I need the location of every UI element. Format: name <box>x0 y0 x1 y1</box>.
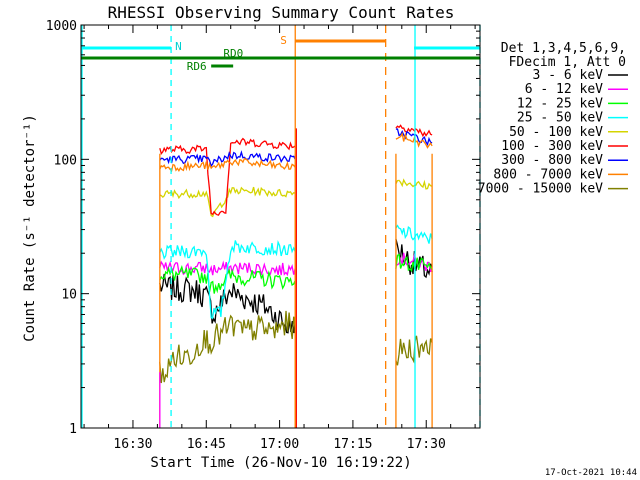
saa-label: S <box>280 34 287 47</box>
series-line <box>159 310 296 384</box>
legend-label: 50 - 100 keV <box>509 125 603 140</box>
rd0-label: RD0 <box>223 47 243 60</box>
series-line <box>159 150 296 168</box>
legend-label: 300 - 800 keV <box>501 153 603 168</box>
y-tick-label: 10 <box>61 288 77 303</box>
x-tick-label: 16:30 <box>113 437 152 452</box>
x-tick-label: 17:30 <box>407 437 446 452</box>
chart-title: RHESSI Observing Summary Count Rates <box>108 3 455 22</box>
legend-label: 6 - 12 keV <box>525 82 603 97</box>
y-tick-label: 100 <box>54 153 77 168</box>
legend-header-line-2: FDecim 1, Att 0 <box>509 55 626 70</box>
y-tick-label: 1000 <box>46 19 77 34</box>
x-tick-label: 17:15 <box>333 437 372 452</box>
series-line <box>395 335 433 366</box>
legend-label: 12 - 25 keV <box>517 96 603 111</box>
y-axis-label: Count Rate (s⁻¹ detector⁻¹) <box>22 114 38 342</box>
legend-label: 7000 - 15000 keV <box>478 182 603 197</box>
series-line <box>395 178 433 190</box>
legend-label: 3 - 6 keV <box>533 68 604 83</box>
series-line <box>395 131 433 149</box>
series-line <box>159 137 296 216</box>
x-tick-label: 16:45 <box>187 437 226 452</box>
series-line <box>159 239 296 319</box>
x-axis-label: Start Time (26-Nov-10 16:19:22) <box>150 455 411 471</box>
y-tick-label: 1 <box>69 422 77 437</box>
series-line <box>159 157 296 173</box>
plot-frame <box>80 24 481 429</box>
night-label: N <box>175 40 182 53</box>
legend-label: 100 - 300 keV <box>501 139 603 154</box>
series-line <box>395 224 433 244</box>
legend-header-line-1: Det 1,3,4,5,6,9, <box>501 41 626 56</box>
x-tick-label: 17:00 <box>260 437 299 452</box>
footer-date: 17-Oct-2021 10:44 <box>545 468 637 478</box>
series-line <box>159 273 296 334</box>
rd6-label: RD6 <box>187 60 207 73</box>
legend-label: 25 - 50 keV <box>517 111 603 126</box>
legend-label: 800 - 7000 keV <box>493 167 603 182</box>
